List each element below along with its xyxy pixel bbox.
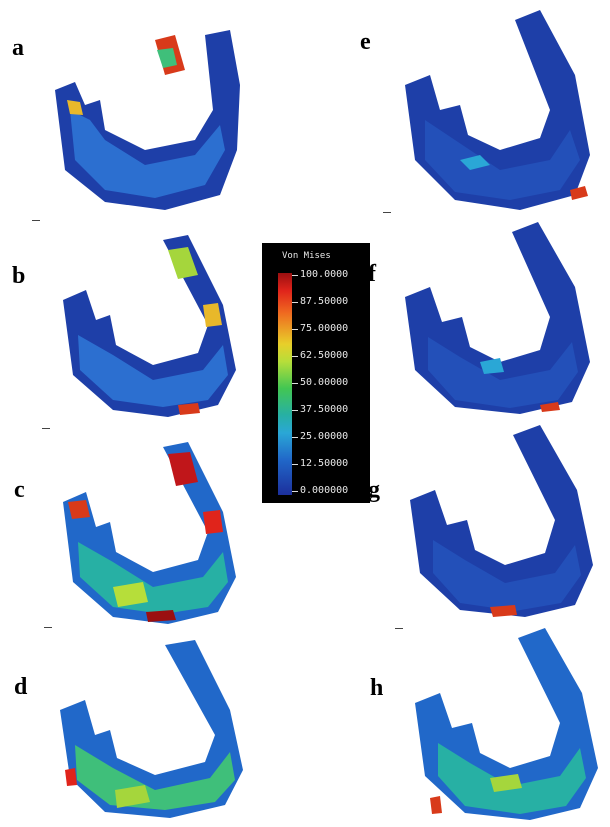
panel-label-b: b	[12, 263, 26, 289]
scale-mark	[395, 628, 403, 629]
denture-model-f	[405, 222, 590, 414]
legend-title: Von Mises	[282, 251, 331, 261]
legend-value: 12.50000	[300, 458, 349, 469]
scale-mark	[32, 220, 40, 221]
legend-tick	[292, 491, 298, 492]
legend-tick	[292, 410, 298, 411]
legend-value: 87.50000	[300, 296, 349, 307]
legend-tick	[292, 329, 298, 330]
panel-label-e: e	[360, 29, 371, 55]
legend-tick	[292, 302, 298, 303]
legend-value: 62.50000	[300, 350, 349, 361]
von-mises-legend: Von Mises 100.0000 87.50000 75.00000 62.…	[262, 243, 370, 503]
legend-value: 37.50000	[300, 404, 349, 415]
legend-tick	[292, 356, 298, 357]
panel-label-d: d	[14, 674, 28, 700]
denture-model-e	[405, 10, 590, 210]
legend-value: 75.00000	[300, 323, 349, 334]
legend-tick	[292, 275, 298, 276]
denture-model-h	[415, 628, 598, 820]
color-scale-bar	[278, 273, 292, 495]
scale-mark	[42, 428, 50, 429]
scale-mark	[383, 212, 391, 213]
panel-label-a: a	[12, 35, 24, 61]
legend-tick	[292, 464, 298, 465]
legend-value: 25.00000	[300, 431, 349, 442]
panel-label-g: g	[368, 477, 380, 503]
denture-model-b	[63, 235, 236, 417]
panel-label-c: c	[14, 477, 25, 503]
legend-value: 100.0000	[300, 269, 349, 280]
denture-model-d	[60, 640, 243, 818]
legend-tick	[292, 383, 298, 384]
panel-label-f: f	[368, 261, 376, 287]
denture-model-c	[63, 442, 236, 624]
legend-value: 50.00000	[300, 377, 349, 388]
legend-value: 0.000000	[300, 485, 349, 496]
legend-tick	[292, 437, 298, 438]
denture-model-g	[410, 425, 593, 617]
scale-mark	[44, 627, 52, 628]
denture-model-a	[55, 30, 240, 210]
panel-label-h: h	[370, 675, 384, 701]
